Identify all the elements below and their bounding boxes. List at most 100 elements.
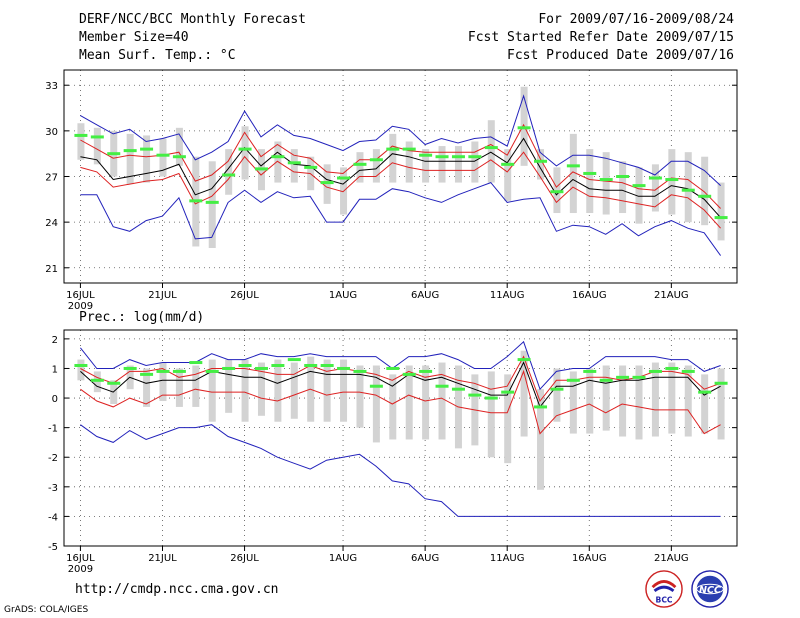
prec-box	[684, 365, 692, 437]
prec-median-mark	[107, 381, 121, 385]
prec-box	[175, 368, 183, 407]
temp-upper-spread-line	[80, 123, 721, 209]
temp-median-mark	[451, 155, 465, 159]
ncc-logo-text: NCC	[699, 585, 721, 596]
temp-median-mark	[320, 181, 334, 185]
temp-box	[684, 152, 692, 223]
temp-median-mark	[599, 178, 613, 182]
temp-median-mark	[107, 152, 121, 156]
prec-median-mark	[419, 369, 433, 373]
temp-box	[93, 127, 101, 165]
temp-box	[553, 167, 561, 214]
prec-ytick-label: -1	[48, 424, 58, 435]
prec-ytick-label: -5	[48, 542, 58, 553]
temp-median-mark	[534, 159, 548, 163]
prec-median-mark	[320, 364, 334, 368]
prec-box	[241, 359, 249, 422]
prec-xtick-label: 16JUL	[66, 553, 95, 564]
bcc-logo-text: BCC	[656, 595, 673, 604]
prec-median-mark	[353, 369, 367, 373]
footer-url[interactable]: http://cmdp.ncc.cma.gov.cn	[75, 582, 279, 597]
prec-box	[192, 365, 200, 407]
temp-xtick-year: 2009	[68, 301, 93, 312]
temp-box	[651, 164, 659, 212]
ncc-logo: NCC	[691, 570, 729, 608]
temp-median-mark	[435, 155, 449, 159]
temp-box	[602, 152, 610, 215]
temp-box	[717, 182, 725, 241]
prec-xtick-label: 11AUG	[490, 553, 525, 564]
prec-box	[520, 350, 528, 437]
temp-median-mark	[632, 184, 646, 188]
temp-mean-line	[80, 137, 721, 218]
temp-median-mark	[337, 176, 351, 180]
prec-median-mark	[337, 366, 351, 370]
prec-box	[225, 359, 233, 413]
temp-median-mark	[74, 133, 88, 137]
prec-mean-line	[80, 361, 721, 408]
temp-median-mark	[648, 176, 662, 180]
prec-median-mark	[484, 396, 498, 400]
prec-median-mark	[172, 369, 186, 373]
prec-median-mark	[90, 378, 104, 382]
prec-median-mark	[287, 358, 301, 362]
temp-xtick-label: 21JUL	[148, 290, 177, 301]
prec-box	[323, 359, 331, 422]
temp-median-mark	[386, 147, 400, 151]
prec-median-mark	[534, 405, 548, 409]
prec-median-mark	[402, 372, 416, 376]
prec-box	[504, 374, 512, 464]
temp-box	[537, 149, 545, 180]
temp-median-mark	[353, 162, 367, 166]
temp-median-mark	[369, 158, 383, 162]
prec-median-mark	[566, 378, 580, 382]
precip-label: Prec.: log(mm/d)	[79, 310, 205, 325]
temp-box	[422, 149, 430, 183]
prec-box	[602, 365, 610, 431]
temp-median-mark	[222, 173, 236, 177]
prec-median-mark	[517, 358, 531, 362]
temp-median-mark	[566, 164, 580, 168]
prec-box	[372, 365, 380, 443]
prec-box	[208, 359, 216, 422]
temp-box	[504, 149, 512, 201]
prec-xtick-label: 1AUG	[329, 553, 357, 564]
prec-median-mark	[189, 361, 203, 365]
temp-xtick-label: 16JUL	[66, 290, 95, 301]
prec-box	[635, 365, 643, 440]
prec-xtick-label: 16AUG	[572, 553, 607, 564]
temp-xtick-label: 26JUL	[230, 290, 259, 301]
temp-ytick-label: 21	[45, 264, 58, 275]
prec-box	[487, 371, 495, 458]
prec-box	[569, 371, 577, 434]
temp-median-mark	[419, 153, 433, 157]
prec-box	[290, 362, 298, 419]
prec-box	[389, 374, 397, 440]
prec-median-mark	[74, 364, 88, 368]
temp-median-mark	[714, 216, 728, 220]
prec-median-mark	[238, 364, 252, 368]
prec-box	[77, 359, 85, 381]
temp-lower-spread-line	[80, 151, 721, 229]
prec-box	[553, 368, 561, 422]
prec-box	[537, 389, 545, 490]
grads-credit: GrADS: COLA/IGES	[4, 605, 89, 615]
prec-box	[356, 365, 364, 428]
bcc-logo: BCC	[645, 570, 683, 608]
temp-box	[356, 152, 364, 183]
temp-median-mark	[156, 153, 170, 157]
prec-ytick-label: 1	[52, 364, 58, 375]
temp-median-mark	[501, 162, 515, 166]
temp-xtick-label: 11AUG	[490, 290, 525, 301]
prec-box	[274, 359, 282, 422]
temp-median-mark	[698, 194, 712, 198]
temp-median-mark	[123, 149, 137, 153]
temp-median-mark	[287, 161, 301, 165]
temp-box	[159, 138, 167, 177]
temp-xtick-label: 6AUG	[411, 290, 439, 301]
temp-box	[77, 123, 85, 160]
prec-box	[651, 362, 659, 437]
start-date: Fcst Started Refer Date 2009/07/15	[467, 30, 734, 45]
prec-median-mark	[681, 369, 695, 373]
